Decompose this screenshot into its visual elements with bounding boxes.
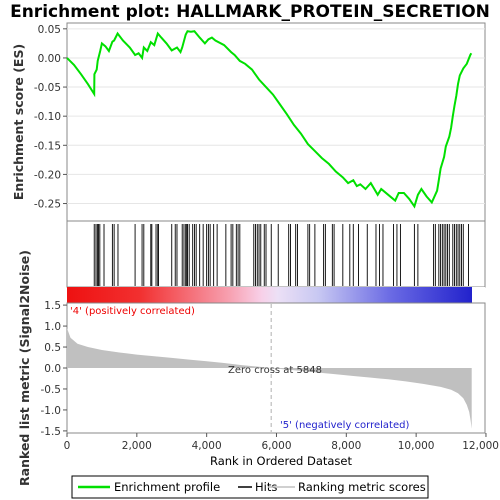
ranking-metric-area [67, 328, 472, 429]
es-y-tick-label: -0.20 [34, 169, 61, 181]
x-axis: 0 2,000 4,000 6,000 8,000 10,000 12,000 [64, 433, 499, 452]
x-tick-label: 4,000 [192, 440, 222, 452]
metric-y-tick-label: -0.5 [41, 384, 62, 396]
x-tick-label: 6,000 [261, 440, 291, 452]
hits-marks [93, 224, 469, 286]
es-y-tick-label: 0.05 [38, 24, 61, 36]
es-y-tick-label: 0.00 [38, 53, 61, 65]
es-y-tick-label: -0.10 [34, 111, 61, 123]
legend: Enrichment profile Hits Ranking metric s… [71, 475, 429, 499]
x-tick-label: 2,000 [122, 440, 152, 452]
metric-y-tick-label: -1.5 [41, 426, 62, 438]
zero-cross-label: Zero cross at 5848 [228, 365, 322, 376]
x-axis-label: Rank in Ordered Dataset [210, 454, 353, 468]
es-y-tick-label: -0.05 [34, 82, 61, 94]
metric-y-tick-label: 1.5 [44, 300, 61, 312]
legend-metric-label: Ranking metric scores [298, 480, 426, 494]
es-panel-frame [66, 22, 486, 222]
hits-panel-frame [66, 220, 486, 288]
metric-y-tick-label: 0.0 [44, 363, 61, 375]
chart-title: Enrichment plot: HALLMARK_PROTEIN_SECRET… [10, 2, 490, 22]
legend-hits-label: Hits [255, 480, 277, 494]
negative-correlation-label: '5' (negatively correlated) [280, 420, 409, 431]
es-ylabel: Enrichment score (ES) [11, 44, 26, 200]
legend-enrichment-label: Enrichment profile [114, 480, 220, 494]
metric-y-tick-label: 0.5 [44, 342, 61, 354]
es-y-tick-label: -0.15 [34, 140, 61, 152]
x-tick-label: 8,000 [331, 440, 361, 452]
x-tick-label: 10,000 [398, 440, 435, 452]
es-y-tick-label: -0.25 [34, 199, 61, 211]
metric-y-axis: -1.5 -1.0 -0.5 0.0 0.5 1.0 1.5 [41, 300, 67, 438]
metric-y-tick-label: -1.0 [41, 405, 62, 417]
positive-correlation-label: '4' (positively correlated) [70, 306, 195, 317]
rank-color-bar-end [472, 287, 485, 303]
x-tick-label: 12,000 [462, 440, 499, 452]
rank-color-bar [67, 287, 472, 303]
x-tick-label: 0 [64, 440, 71, 452]
metric-y-tick-label: 1.0 [44, 321, 61, 333]
es-y-axis: -0.25 -0.20 -0.15 -0.10 -0.05 0.00 0.05 [34, 24, 67, 211]
metric-ylabel: Ranked list metric (Signal2Noise) [17, 250, 32, 486]
enrichment-profile-line [66, 30, 473, 209]
